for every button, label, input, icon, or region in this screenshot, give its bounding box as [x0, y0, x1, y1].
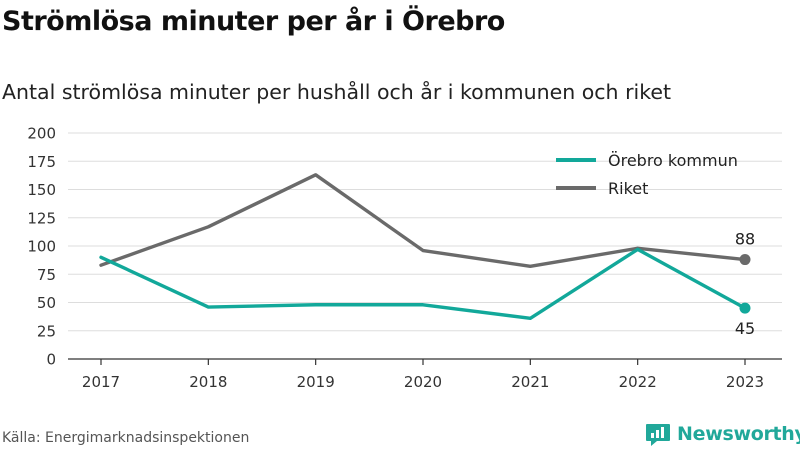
x-tick-label: 2019 — [297, 373, 335, 391]
series-line — [99, 247, 747, 321]
x-tick-label: 2020 — [404, 373, 442, 391]
chart-subtitle: Antal strömlösa minuter per hushåll och … — [2, 80, 671, 104]
series-lines: 45 88 — [99, 173, 755, 338]
legend-label: Örebro kommun — [608, 151, 738, 170]
line-chart: 2017 2018 2019 2020 2021 2022 2023 0 25 50 75 100 1… — [27, 125, 782, 391]
brand-name: Newsworthy — [677, 423, 800, 445]
y-tick-label: 175 — [27, 153, 56, 171]
x-tick-label: 2022 — [619, 373, 657, 391]
y-tick-label: 100 — [27, 238, 56, 256]
y-tick-label: 75 — [37, 266, 56, 284]
x-tick-label: 2017 — [82, 373, 120, 391]
newsworthy-logo-icon — [646, 424, 670, 446]
y-axis: 0 25 50 75 100 125 150 175 200 — [27, 125, 56, 369]
y-tick-label: 200 — [27, 125, 56, 143]
series-line — [99, 173, 747, 269]
newsworthy-logo: Newsworthy — [645, 421, 800, 447]
legend-label: Riket — [608, 179, 648, 198]
source-note: Källa: Energimarknadsinspektionen — [2, 430, 250, 446]
series-end-label: 45 — [735, 319, 755, 338]
x-tick-label: 2023 — [726, 373, 764, 391]
y-tick-label: 0 — [46, 351, 56, 369]
series-end-label: 88 — [735, 230, 755, 249]
gridlines — [68, 132, 782, 332]
series-end-marker — [739, 302, 751, 314]
y-tick-label: 150 — [27, 181, 56, 199]
y-tick-label: 25 — [37, 322, 56, 340]
x-tick-label: 2018 — [189, 373, 227, 391]
legend: Örebro kommun Riket — [556, 151, 738, 198]
x-tick-label: 2021 — [511, 373, 549, 391]
y-tick-label: 50 — [37, 294, 56, 312]
y-tick-label: 125 — [27, 209, 56, 227]
series-end-marker — [739, 254, 751, 266]
x-axis: 2017 2018 2019 2020 2021 2022 2023 — [68, 358, 782, 391]
chart-title: Strömlösa minuter per år i Örebro — [2, 6, 505, 37]
